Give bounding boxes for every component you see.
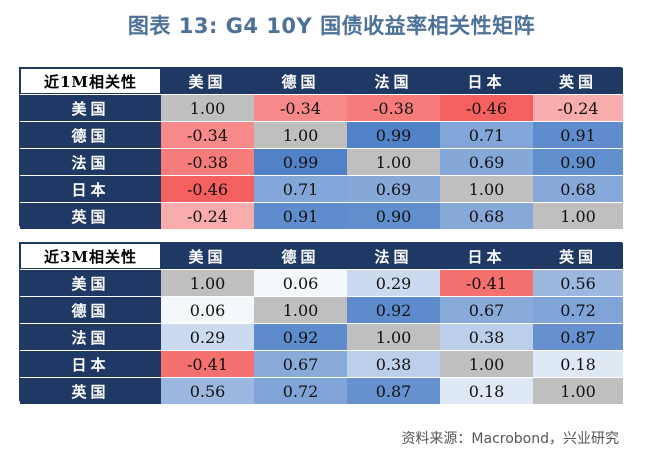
correlation-cell: 0.91 [254, 203, 347, 229]
correlation-cell: 0.71 [254, 176, 347, 202]
correlation-cell: -0.24 [161, 203, 254, 229]
correlation-cell: 0.56 [533, 270, 623, 296]
correlation-cell: 1.00 [440, 351, 533, 377]
correlation-cell: 0.69 [440, 149, 533, 175]
correlation-cell: 0.38 [347, 351, 440, 377]
correlation-cell: 0.18 [440, 378, 533, 404]
correlation-cell: 0.92 [254, 324, 347, 350]
correlation-cell: 0.72 [254, 378, 347, 404]
correlation-cell: 0.99 [254, 149, 347, 175]
correlation-cell: -0.34 [161, 122, 254, 148]
correlation-cell: 1.00 [347, 324, 440, 350]
column-header: 美国 [161, 68, 254, 94]
matrix-1m-grid: 近1M相关性 美国 德国 法国 日本 英国 美国 1.00 -0.34 -0.38 -0.46 -0.… [20, 68, 623, 229]
correlation-cell: -0.24 [533, 95, 623, 121]
correlation-cell: 0.29 [347, 270, 440, 296]
column-header: 英国 [533, 68, 623, 94]
correlation-cell: 0.68 [533, 176, 623, 202]
row-header: 英国 [20, 378, 161, 404]
correlation-cell: 1.00 [254, 122, 347, 148]
chart-title: 图表 13: G4 10Y 国债收益率相关性矩阵 [127, 14, 536, 38]
source-note: 资料来源：Macrobond，兴业研究 [401, 431, 619, 447]
correlation-cell: 0.69 [347, 176, 440, 202]
row-header: 英国 [20, 203, 161, 229]
correlation-cell: 1.00 [254, 297, 347, 323]
correlation-cell: 1.00 [440, 176, 533, 202]
correlation-cell: -0.41 [440, 270, 533, 296]
matrix-title: 近1M相关性 [20, 68, 161, 94]
row-header: 日本 [20, 351, 161, 377]
correlation-cell: 0.67 [254, 351, 347, 377]
correlation-cell: 0.71 [440, 122, 533, 148]
correlation-cell: 0.68 [440, 203, 533, 229]
matrix-3m-grid: 近3M相关性 美国 德国 法国 日本 英国 美国 1.00 0.06 0.29 -0.41 0.56 德… [20, 243, 623, 404]
correlation-cell: -0.46 [161, 176, 254, 202]
row-header: 美国 [20, 95, 161, 121]
row-header: 日本 [20, 176, 161, 202]
correlation-cell: 0.91 [533, 122, 623, 148]
correlation-cell: 1.00 [347, 149, 440, 175]
correlation-cell: 0.99 [347, 122, 440, 148]
row-header: 德国 [20, 122, 161, 148]
correlation-cell: -0.38 [161, 149, 254, 175]
column-header: 日本 [440, 68, 533, 94]
column-header: 德国 [254, 243, 347, 269]
column-header: 法国 [347, 68, 440, 94]
correlation-cell: 0.92 [347, 297, 440, 323]
column-header: 美国 [161, 243, 254, 269]
column-header: 法国 [347, 243, 440, 269]
row-header: 法国 [20, 324, 161, 350]
correlation-cell: 0.90 [347, 203, 440, 229]
correlation-cell: -0.38 [347, 95, 440, 121]
correlation-cell: 1.00 [533, 203, 623, 229]
matrix-1m: 近1M相关性 美国 德国 法国 日本 英国 美国 1.00 -0.34 -0.38 -0.46 -0.… [19, 67, 623, 229]
column-header: 英国 [533, 243, 623, 269]
correlation-cell: 0.18 [533, 351, 623, 377]
row-header: 德国 [20, 297, 161, 323]
correlation-cell: -0.41 [161, 351, 254, 377]
correlation-cell: 0.06 [254, 270, 347, 296]
correlation-cell: 0.67 [440, 297, 533, 323]
correlation-cell: 1.00 [533, 378, 623, 404]
correlation-cell: 0.29 [161, 324, 254, 350]
matrix-3m: 近3M相关性 美国 德国 法国 日本 英国 美国 1.00 0.06 0.29 -0.41 0.56 德… [19, 242, 623, 404]
column-header: 德国 [254, 68, 347, 94]
matrix-title: 近3M相关性 [20, 243, 161, 269]
correlation-cell: 0.90 [533, 149, 623, 175]
correlation-cell: 1.00 [161, 95, 254, 121]
correlation-cell: 0.87 [533, 324, 623, 350]
column-header: 日本 [440, 243, 533, 269]
correlation-cell: 0.38 [440, 324, 533, 350]
correlation-cell: 0.72 [533, 297, 623, 323]
correlation-cell: 0.56 [161, 378, 254, 404]
correlation-cell: -0.34 [254, 95, 347, 121]
correlation-cell: 0.87 [347, 378, 440, 404]
correlation-cell: -0.46 [440, 95, 533, 121]
row-header: 法国 [20, 149, 161, 175]
correlation-cell: 1.00 [161, 270, 254, 296]
correlation-cell: 0.06 [161, 297, 254, 323]
row-header: 美国 [20, 270, 161, 296]
